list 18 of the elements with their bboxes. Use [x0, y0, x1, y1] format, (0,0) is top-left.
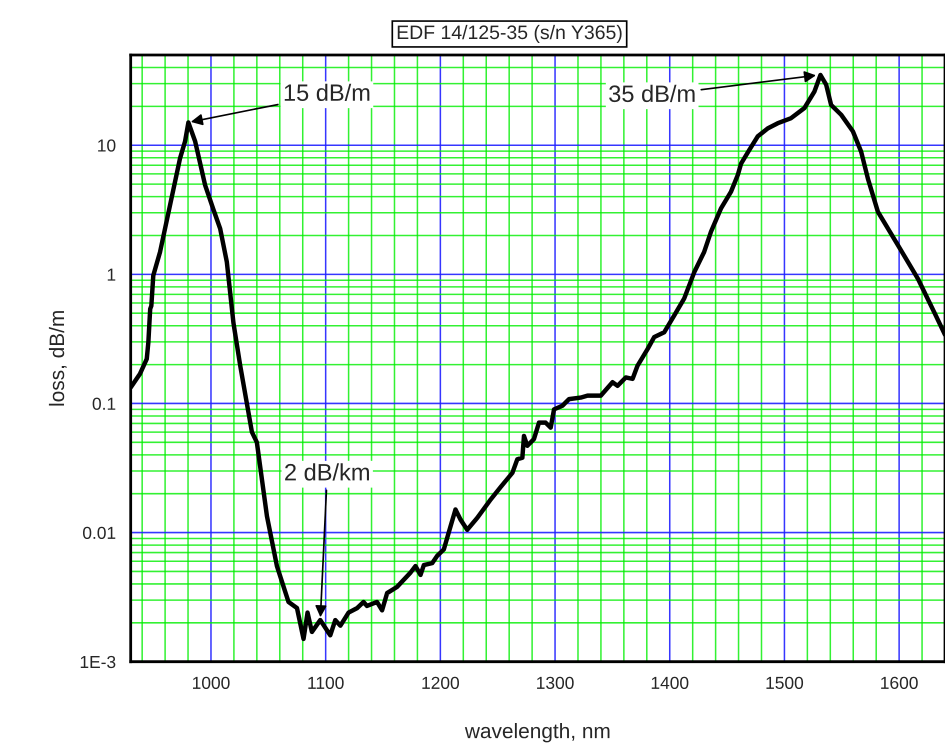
- x-axis-title: wavelength, nm: [464, 723, 610, 742]
- annotation: 35 dB/m: [609, 84, 695, 102]
- chart-title: EDF 14/125-35 (s/n Y365): [398, 24, 622, 44]
- x-tick-label: 1400: [652, 676, 688, 690]
- y-tick-label: 0.1: [92, 398, 116, 410]
- annotation: 2 dB/km: [285, 463, 369, 481]
- x-tick-label: 1500: [766, 676, 804, 690]
- y-tick-label: 0.01: [83, 526, 116, 540]
- x-tick-label: 1200: [422, 676, 459, 690]
- annotation: 15 dB/m: [284, 84, 370, 102]
- x-tick-label: 1600: [881, 676, 918, 690]
- y-tick-label: 1E-3: [80, 656, 116, 668]
- y-axis-title: loss, dB/m: [48, 311, 67, 406]
- y-tick-label: 1: [108, 268, 116, 281]
- x-tick-label: 1300: [537, 676, 574, 690]
- y-tick-label: 10: [98, 139, 116, 152]
- x-tick-label: 1000: [192, 676, 230, 690]
- x-tick-label: 1100: [308, 676, 344, 690]
